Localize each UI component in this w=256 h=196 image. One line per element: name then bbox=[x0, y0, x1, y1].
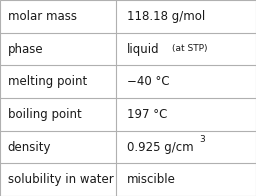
Text: phase: phase bbox=[8, 43, 43, 55]
Text: melting point: melting point bbox=[8, 75, 87, 88]
Text: 118.18 g/mol: 118.18 g/mol bbox=[127, 10, 205, 23]
Text: 197 °C: 197 °C bbox=[127, 108, 167, 121]
Text: solubility in water: solubility in water bbox=[8, 173, 113, 186]
Text: miscible: miscible bbox=[127, 173, 176, 186]
Text: molar mass: molar mass bbox=[8, 10, 77, 23]
Text: (at STP): (at STP) bbox=[172, 44, 207, 54]
Text: liquid: liquid bbox=[127, 43, 159, 55]
Text: 3: 3 bbox=[200, 135, 205, 144]
Text: −40 °C: −40 °C bbox=[127, 75, 169, 88]
Text: density: density bbox=[8, 141, 51, 153]
Text: 0.925 g/cm: 0.925 g/cm bbox=[127, 141, 193, 153]
Text: boiling point: boiling point bbox=[8, 108, 81, 121]
